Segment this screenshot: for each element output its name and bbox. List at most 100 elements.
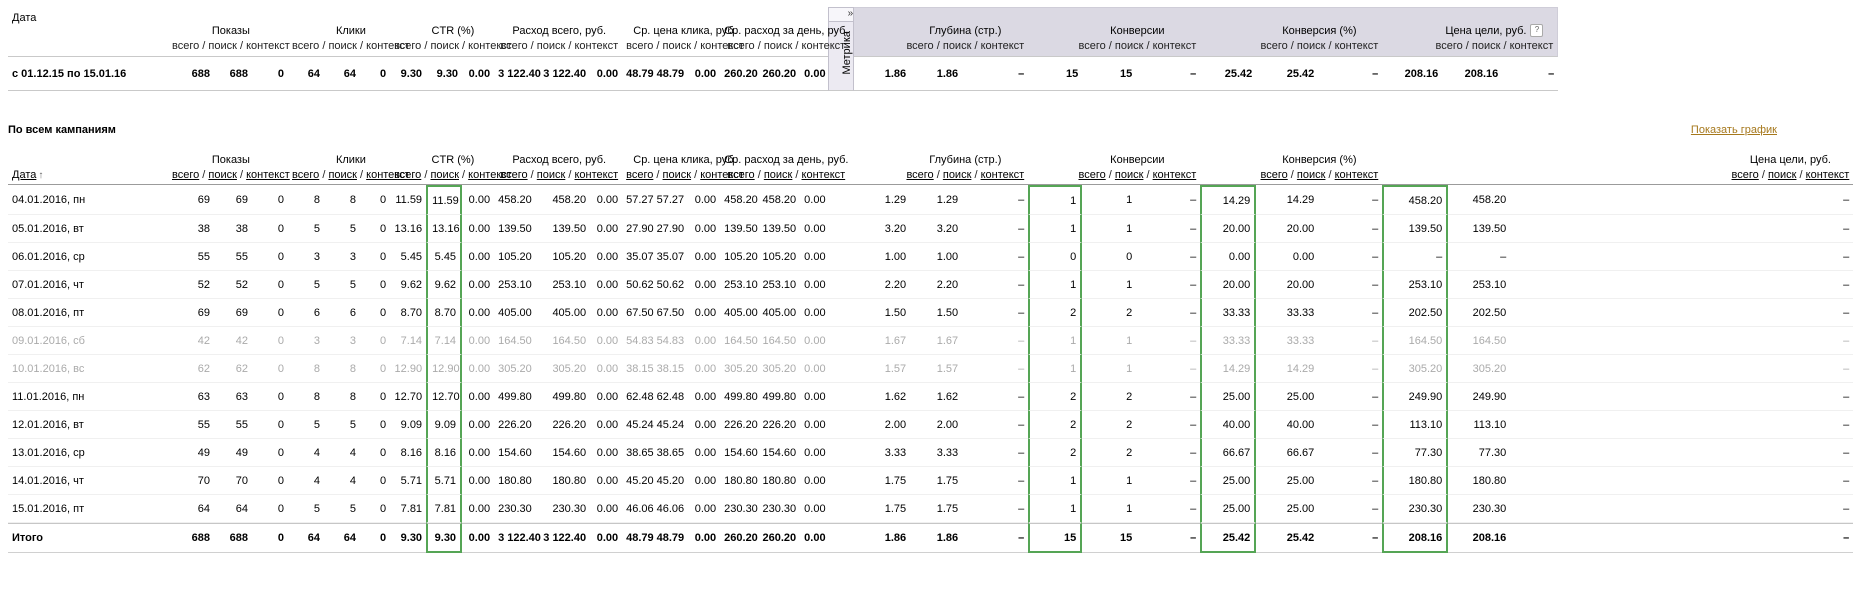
row-value: 25.00	[1200, 495, 1257, 523]
column-group: Показы всего / поиск / контекст	[172, 154, 290, 181]
column-group: Расход всего, руб. всего / поиск / контек…	[500, 25, 618, 52]
column-group-label: Клики	[335, 25, 366, 37]
show-chart-link[interactable]: Показать график	[1690, 124, 1777, 136]
sort-by-контекст[interactable]: контекст	[801, 169, 846, 181]
row-value: 0.00	[590, 215, 623, 243]
row-value: 230.30	[494, 495, 535, 523]
row-value: 7.81	[426, 495, 463, 523]
row-value: 0	[360, 383, 391, 411]
sort-by-всего[interactable]: всего	[1260, 169, 1288, 181]
row-value: 1.67	[854, 327, 911, 355]
row-value: 8	[288, 383, 325, 411]
row-value: 688	[168, 523, 214, 553]
table-row: 07.01.2016, чт 52 52 0 5 5 0 9.62 9.62 0.00 253.10…	[8, 271, 1853, 299]
row-value: –	[1510, 271, 1853, 299]
sort-by-поиск[interactable]: поиск	[1296, 169, 1326, 181]
row-value: 180.80	[756, 467, 801, 495]
sort-by-контекст[interactable]: контекст	[468, 169, 512, 181]
row-value: 5	[324, 215, 361, 243]
column-group: Ср. цена клика, руб. всего / поиск / конт…	[626, 154, 744, 181]
row-value: 0	[252, 467, 289, 495]
row-value: 1	[1082, 271, 1137, 299]
sort-by-поиск[interactable]: поиск	[328, 169, 357, 181]
sort-by-поиск[interactable]: поиск	[430, 169, 459, 181]
row-value: 226.20	[534, 411, 591, 439]
sort-by-всего[interactable]: всего	[1078, 169, 1106, 181]
row-value: –	[962, 355, 1029, 383]
sort-by-поиск[interactable]: поиск	[1767, 169, 1797, 181]
totals-row: Итого 688 688 0 64 64 0 9.30 9.30 0.00 3 122.40 3 1…	[8, 523, 1853, 553]
row-value: –	[1136, 467, 1201, 495]
sub-label-поиск: поиск	[430, 40, 459, 52]
row-value: 9.30	[390, 523, 427, 553]
summary-data-row: с 01.12.15 по 15.01.16 688 688 0 64 64 0 9.30 9.…	[8, 57, 1559, 91]
sort-by-date-link[interactable]: Дата	[12, 169, 37, 181]
sub-label-всего: всего	[172, 40, 200, 52]
row-value: 164.50	[534, 327, 591, 355]
column-group-label: Ср. расход за день, руб.	[724, 154, 849, 166]
row-value: 688	[214, 523, 252, 553]
row-value: 0	[252, 355, 289, 383]
row-date: 14.01.2016, чт	[8, 467, 168, 495]
row-value: 62.48	[622, 383, 654, 411]
sort-by-всего[interactable]: всего	[626, 169, 654, 181]
sort-by-поиск[interactable]: поиск	[208, 169, 237, 181]
sort-by-контекст[interactable]: контекст	[574, 169, 619, 181]
sort-by-контекст[interactable]: контекст	[366, 169, 410, 181]
sort-by-всего[interactable]: всего	[1731, 169, 1759, 181]
sort-by-контекст[interactable]: контекст	[700, 169, 744, 181]
row-value: –	[1510, 439, 1853, 467]
metrika-tab-label: Метрика	[841, 31, 854, 75]
row-value: 499.80	[720, 383, 758, 411]
help-icon[interactable]: ?	[1530, 24, 1544, 37]
row-value: 499.80	[756, 383, 801, 411]
column-group-label: Расход всего, руб.	[512, 25, 607, 37]
metrika-expand-button[interactable]: »	[829, 8, 854, 22]
row-value: 0.00	[590, 299, 623, 327]
row-value: 0	[360, 467, 391, 495]
row-value: 0.00	[688, 299, 721, 327]
row-value: 52	[168, 271, 214, 299]
sort-by-всего[interactable]: всего	[172, 169, 200, 181]
sort-by-контекст[interactable]: контекст	[1334, 169, 1379, 181]
column-group: Ср. расход за день, руб. всего / поиск / …	[724, 154, 848, 181]
sort-by-поиск[interactable]: поиск	[763, 169, 793, 181]
sort-by-контекст[interactable]: контекст	[980, 169, 1025, 181]
row-value: 12.70	[426, 383, 463, 411]
sort-by-поиск[interactable]: поиск	[1114, 169, 1144, 181]
sort-by-контекст[interactable]: контекст	[1805, 169, 1850, 181]
metrika-tab[interactable]: » Метрика	[828, 7, 855, 91]
row-value: 0.00	[590, 383, 623, 411]
column-spacer	[828, 185, 855, 215]
row-value: 0.00	[462, 495, 495, 523]
sort-by-всего[interactable]: всего	[906, 169, 934, 181]
row-value: 139.50	[720, 215, 758, 243]
sort-by-контекст[interactable]: контекст	[1152, 169, 1197, 181]
sort-by-поиск[interactable]: поиск	[662, 169, 692, 181]
row-date: 06.01.2016, ср	[8, 243, 168, 271]
sub-label-всего: всего	[292, 40, 320, 52]
row-value: 0.00	[688, 355, 721, 383]
row-value: 164.50	[1382, 327, 1449, 355]
slash-separator: /	[1287, 169, 1297, 181]
sort-by-всего[interactable]: всего	[500, 169, 528, 181]
sort-by-всего[interactable]: всего	[292, 169, 320, 181]
summary-value: –	[1136, 57, 1201, 91]
row-value: –	[1136, 383, 1201, 411]
row-value: 0.00	[1200, 243, 1257, 271]
sort-by-поиск[interactable]: поиск	[536, 169, 566, 181]
sort-by-поиск[interactable]: поиск	[942, 169, 972, 181]
row-value: 0	[360, 185, 391, 215]
row-value: –	[1510, 495, 1853, 523]
sort-by-контекст[interactable]: контекст	[246, 169, 290, 181]
row-value: 57.27	[622, 185, 654, 215]
row-value: –	[1510, 215, 1853, 243]
row-value: 7.14	[426, 327, 463, 355]
sort-by-всего[interactable]: всего	[727, 169, 755, 181]
row-value: 15	[1028, 523, 1083, 553]
sort-by-всего[interactable]: всего	[394, 169, 422, 181]
row-value: 164.50	[494, 327, 535, 355]
row-value: 0.00	[462, 271, 495, 299]
row-value: 0.00	[462, 355, 495, 383]
slash-separator: /	[754, 169, 764, 181]
